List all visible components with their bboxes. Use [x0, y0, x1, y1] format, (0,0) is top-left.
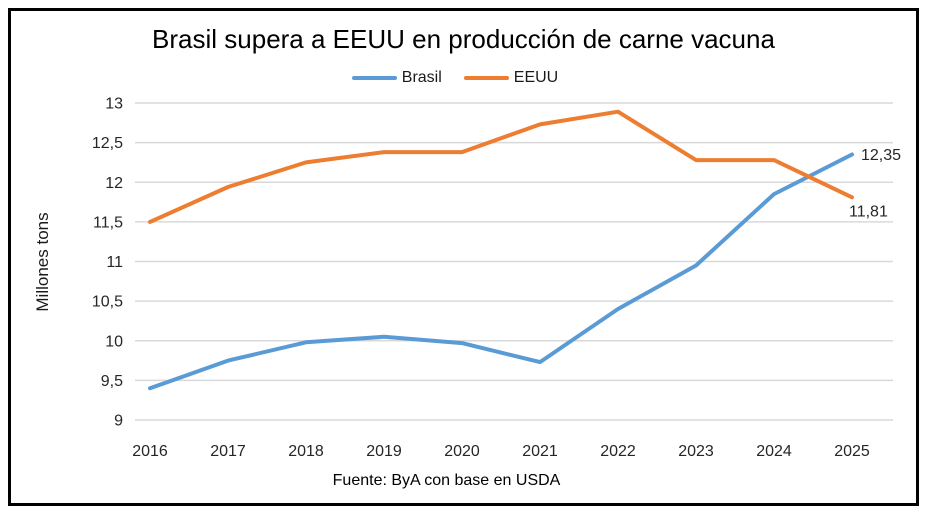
y-tick-label: 10,5	[92, 294, 123, 311]
x-tick-label: 2025	[834, 443, 870, 460]
x-tick-label: 2016	[132, 443, 168, 460]
source-caption: Fuente: ByA con base en USDA	[332, 472, 561, 489]
x-tick-label: 2024	[756, 443, 792, 460]
series-line-brasil	[148, 152, 854, 391]
y-tick-label: 9	[114, 413, 123, 430]
x-tick-label: 2020	[444, 443, 480, 460]
y-tick-label: 11,5	[93, 214, 123, 231]
x-tick-label: 2017	[210, 443, 246, 460]
eeuu-line-swatch-icon	[463, 76, 509, 80]
x-tick-label: 2022	[600, 443, 636, 460]
x-tick-label: 2019	[366, 443, 402, 460]
legend: Brasil EEUU	[0, 66, 910, 90]
y-tick-label: 11	[106, 254, 123, 271]
chart-frame	[8, 8, 919, 506]
legend-item-brasil: Brasil	[351, 69, 442, 87]
y-tick-label: 12	[105, 175, 123, 192]
x-tick-label: 2021	[522, 443, 558, 460]
y-tick-label: 10	[105, 333, 123, 350]
y-tick-label: 9,5	[101, 373, 123, 390]
x-tick-label: 2018	[288, 443, 324, 460]
brasil-line-swatch-icon	[351, 76, 397, 80]
x-tick-label: 2023	[678, 443, 714, 460]
legend-item-eeuu: EEUU	[463, 69, 559, 87]
data-label-brasil: 12,35	[861, 147, 901, 164]
legend-label-eeuu: EEUU	[513, 69, 559, 86]
chart-title: Brasil supera a EEUU en producción de ca…	[152, 24, 775, 54]
y-tick-label: 12,5	[92, 135, 123, 152]
y-tick-label: 13	[105, 96, 123, 113]
series-line-eeuu	[148, 109, 854, 224]
legend-label-brasil: Brasil	[401, 69, 442, 86]
data-label-eeuu: 11,81	[849, 203, 888, 220]
